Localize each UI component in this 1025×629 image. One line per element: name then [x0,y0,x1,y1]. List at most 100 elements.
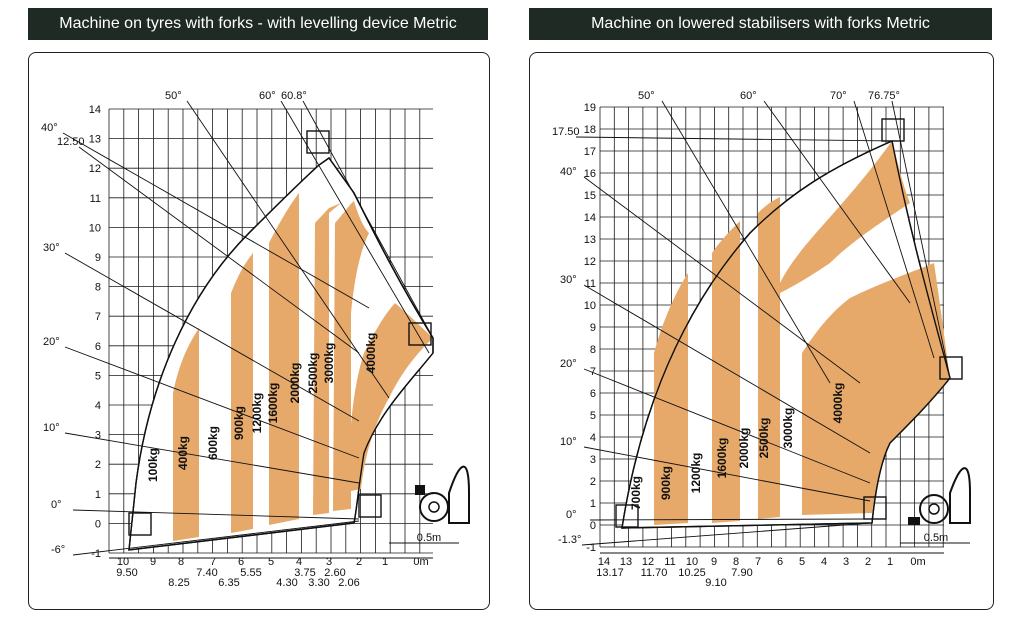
load-envelope-outline [128,157,434,551]
load-label: 1600kg [266,383,280,424]
height-tick-label: 7 [590,366,596,378]
fork-marker [358,494,382,518]
height-tick-label: 10 [89,222,101,234]
height-tick-label: 4 [590,432,596,444]
reach-tick-label: 10 [686,556,698,568]
load-band [802,263,950,515]
fork-marker [863,496,887,520]
load-label: 3000kg [781,408,795,449]
reach-sub-label: 5.55 [240,567,261,579]
angle-label: 60° [740,90,757,102]
height-tick-label: 10 [584,300,596,312]
reach-tick-label: 13 [620,556,632,568]
reach-sub-label: 13.17 [596,567,624,579]
fork-marker [615,504,639,528]
stabiliser-icon [908,517,920,525]
angle-label: 70° [830,90,847,102]
reach-tick-label: 2 [356,556,362,568]
reach-tick-label: 14 [598,556,610,568]
height-tick-label: 3 [590,454,596,466]
height-tick-label: 3 [95,430,101,442]
reach-tick-label: 12 [642,556,654,568]
height-tick-label: 5 [95,370,101,382]
angle-label: 60° [259,90,276,102]
reach-sub-label: 11.70 [641,567,668,579]
reach-tick-label: 5 [268,556,274,568]
load-label: 100kg [146,448,160,482]
reach-sub-label: 2.60 [324,567,345,579]
reach-sub-label: 3.75 [294,567,315,579]
fork-marker [306,130,330,154]
load-envelope-outline [621,140,951,529]
angle-label: 0° [566,509,577,521]
angle-line [302,100,434,339]
reach-sub-label: 7.40 [196,567,217,579]
reach-tick-label: 1 [887,556,893,568]
angle-label: 20° [560,358,577,370]
load-label: 900kg [232,406,246,440]
angle-label: -1.3° [558,534,581,546]
angle-label: 10° [560,436,577,448]
height-tick-label: 0 [590,520,596,532]
height-tick-label: 13 [584,234,596,246]
reach-tick-label: 9 [711,556,717,568]
load-label: 900kg [659,466,673,500]
height-tick-label: 0 [95,518,101,530]
angle-label: 17.50 [552,126,580,138]
fork-marker [881,118,905,142]
height-tick-label: 1 [95,489,101,501]
reach-tick-label: 4 [296,556,302,568]
height-tick-label: 14 [584,212,596,224]
height-tick-label: 12 [584,256,596,268]
angle-label: 30° [560,274,577,286]
height-tick-label: 2 [590,476,596,488]
angle-line [72,509,360,520]
height-tick-label: -1 [91,548,101,560]
height-tick-label: 9 [590,322,596,334]
height-tick-label: 15 [584,190,596,202]
right-chart-title: Machine on lowered stabilisers with fork… [529,8,992,40]
angle-line [583,176,861,384]
wheel-icon [919,494,949,524]
reach-tick-label: 8 [733,556,739,568]
height-tick-label: 17 [584,146,596,158]
reach-sub-label: 3.30 [308,577,329,589]
angle-line [581,522,871,546]
height-tick-label: 19 [584,102,596,114]
angle-line [583,368,871,484]
angle-label: 10° [43,422,60,434]
machine-body-icon [448,465,470,524]
left-chart-title: Machine on tyres with forks - with level… [28,8,488,40]
load-label: 2500kg [306,353,320,394]
angle-line [661,100,831,384]
load-band [758,197,780,519]
reach-tick-label: 11 [664,556,675,568]
load-label: 400kg [176,436,190,470]
angle-line [64,252,360,422]
angle-line [64,432,360,484]
angle-line [78,146,360,354]
angle-line [280,100,430,354]
height-tick-label: 16 [584,168,596,180]
fork-marker [939,356,963,380]
height-tick-label: 12 [89,163,101,175]
load-band [173,328,199,541]
height-tick-label: 11 [585,278,596,290]
angle-label: 50° [638,90,655,102]
reach-tick-label: 3 [843,556,849,568]
reach-tick-label: 5 [799,556,805,568]
angle-line [583,284,871,454]
load-label: 1200kg [689,453,703,494]
left-chart-panel: 14 13 12 11 10 9 8 7 6 5 4 3 2 1 0 -1 10 9 8 7 6 5 4 3 2 1 0m 9.50 8… [28,52,490,610]
height-tick-label: 8 [95,282,101,294]
reach-sub-label: 4.30 [276,577,297,589]
angle-line [72,520,360,556]
machine-arm-icon [415,485,425,495]
angle-label: 0° [51,499,62,511]
load-label: 1200kg [250,393,264,434]
reach-tick-label: 6 [238,556,244,568]
reach-tick-label: 10 [117,556,129,568]
reach-sub-label: 9.50 [116,567,137,579]
load-label: 600kg [206,426,220,460]
angle-label: 12.50 [57,136,85,148]
